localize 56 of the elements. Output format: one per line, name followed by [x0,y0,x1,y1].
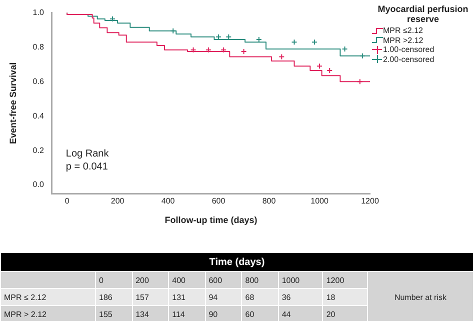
data-label: 68 [242,288,278,306]
data-label: 18 [322,288,368,306]
row-header-cell: MPR > 2.12 [0,306,96,321]
x-tick-label: 200 [132,272,169,288]
x-tick-label: 1200 [322,272,368,288]
data-label: 134 [132,306,169,321]
x-tick-label: 1200 [361,196,380,206]
x-tick-label: 1000 [278,272,323,288]
x-axis-title: Follow-up time (days) [164,215,258,226]
point [311,39,318,46]
data-label: 157 [132,288,169,306]
data-label: 94 [205,288,242,306]
y-tick-label: 0.4 [32,111,44,120]
data-label: 36 [278,288,323,306]
x-tick-label: 800 [242,272,278,288]
point [359,52,366,59]
row-header-cell: MPR ≤ 2.12 [0,288,96,306]
legend-label: MPR ≤2.12 [383,26,423,36]
y-tick-label: 0.6 [32,76,44,86]
y-tick-label: 0.8 [32,42,44,52]
annotation: Log Rank [66,148,110,160]
data-label: 44 [278,306,323,321]
x-tick-label: 600 [205,272,242,288]
point [356,78,363,85]
legend-label: MPR >2.12 [383,36,424,45]
point [220,46,227,53]
y-tick-label: 0.0 [32,180,44,190]
x-tick-label: 800 [262,196,276,206]
annotation: p = 0.041 [66,162,108,173]
x-tick-label: 400 [168,272,206,288]
point [291,39,298,46]
chart-title: Time (days) [0,252,474,272]
x-tick-label: 600 [212,196,226,206]
legend-label: 1.00-censored [383,45,434,54]
x-tick-label: 0 [96,272,132,288]
data-label: 60 [242,306,278,321]
y-axis-title: Event-free Survival [8,62,18,144]
x-tick-label: 0 [64,196,70,206]
point [278,54,285,60]
text: Number at risk [367,272,474,321]
legend-title: Myocardial perfusion reserve [376,4,470,24]
data-label: 20 [322,306,368,321]
legend-label: 2.00-censored [383,54,434,64]
x-tick-label: 200 [110,196,125,206]
data-label: 114 [168,306,206,321]
x-tick-label: 400 [161,196,176,206]
data-label: 155 [96,306,132,321]
x-tick-label: 1000 [310,196,329,206]
point [170,28,176,34]
point [205,46,212,53]
data-label: 186 [96,288,132,306]
point [190,46,196,53]
data-label: 90 [205,306,242,321]
data-label: 131 [168,288,206,306]
y-tick-label: 0.2 [32,146,44,155]
y-tick-label: 1.0 [32,8,44,18]
